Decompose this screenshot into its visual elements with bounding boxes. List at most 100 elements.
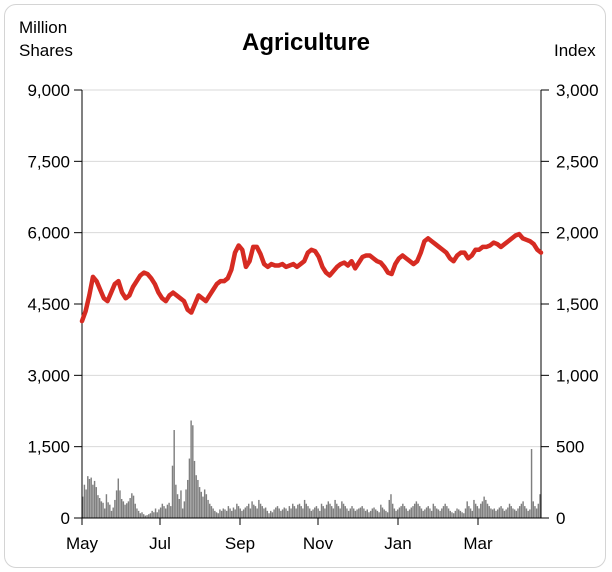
volume-bar <box>84 485 85 518</box>
volume-bar <box>201 492 202 518</box>
volume-bar <box>262 506 263 518</box>
right-tick-label: 2,500 <box>556 152 599 171</box>
left-tick-label: 7,500 <box>27 152 70 171</box>
volume-bar <box>180 490 181 518</box>
volume-bar <box>455 511 456 518</box>
volume-bar <box>534 506 535 518</box>
volume-bar <box>258 500 259 518</box>
volume-bar <box>338 506 339 518</box>
volume-bar <box>256 508 257 518</box>
volume-bar <box>295 508 296 518</box>
volume-bar <box>406 508 407 518</box>
volume-bar <box>133 496 134 518</box>
index-line <box>82 234 541 321</box>
volume-bar <box>351 506 352 518</box>
volume-bar <box>470 508 471 518</box>
volume-bar <box>128 501 129 518</box>
volume-bar <box>529 509 530 518</box>
volume-bar <box>341 501 342 518</box>
volume-bar <box>157 512 158 518</box>
volume-bar <box>102 503 103 518</box>
volume-bar <box>443 506 444 518</box>
volume-bar <box>507 508 508 518</box>
volume-bar <box>138 511 139 518</box>
volume-bar <box>485 500 486 518</box>
x-tick-label: Sep <box>225 534 255 553</box>
volume-bar <box>124 505 125 518</box>
volume-bar <box>521 504 522 518</box>
volume-bar <box>229 508 230 518</box>
volume-bar <box>226 511 227 518</box>
volume-bar <box>473 500 474 518</box>
x-tick-label: Jul <box>149 534 171 553</box>
volume-bar <box>333 508 334 518</box>
volume-bar <box>165 508 166 518</box>
volume-bar <box>358 508 359 518</box>
volume-bar <box>273 509 274 518</box>
volume-bar <box>512 508 513 518</box>
volume-bar <box>285 508 286 518</box>
volume-bar <box>314 508 315 518</box>
volume-bar <box>387 512 388 518</box>
volume-bar <box>373 508 374 518</box>
volume-bar <box>538 504 539 518</box>
left-tick-label: 1,500 <box>27 438 70 457</box>
volume-bar <box>414 504 415 518</box>
volume-bar <box>422 511 423 518</box>
volume-bar <box>312 509 313 518</box>
volume-bar <box>294 506 295 518</box>
volume-bar <box>94 481 95 518</box>
volume-bar <box>131 493 132 518</box>
volume-bar <box>456 508 457 518</box>
volume-bar <box>304 500 305 518</box>
volume-bar <box>409 509 410 518</box>
volume-bar <box>143 514 144 518</box>
volume-bar <box>151 511 152 518</box>
volume-bar <box>311 511 312 518</box>
volume-bar <box>140 513 141 518</box>
volume-bar <box>497 509 498 518</box>
volume-bar <box>209 504 210 518</box>
volume-bar <box>395 511 396 518</box>
volume-bar <box>446 506 447 518</box>
volume-bar <box>526 508 527 518</box>
volume-bar <box>297 505 298 518</box>
volume-bar <box>397 509 398 518</box>
volume-bar <box>275 508 276 518</box>
volume-bar <box>194 461 195 518</box>
volume-bar <box>450 511 451 518</box>
left-tick-label: 3,000 <box>27 366 70 385</box>
right-tick-label: 500 <box>556 438 584 457</box>
volume-bar <box>416 501 417 518</box>
right-tick-label: 1,000 <box>556 366 599 385</box>
volume-bar <box>429 508 430 518</box>
volume-bar <box>356 509 357 518</box>
volume-bar <box>160 508 161 518</box>
volume-bar <box>533 501 534 518</box>
right-tick-label: 2,000 <box>556 224 599 243</box>
x-ticks: May Jul Sep Nov Jan Mar <box>66 518 493 553</box>
volume-bar <box>316 506 317 518</box>
volume-bar <box>302 508 303 518</box>
volume-bar <box>404 506 405 518</box>
volume-bar <box>234 509 235 518</box>
volume-bar <box>434 506 435 518</box>
volume-bar <box>101 501 102 518</box>
volume-bar <box>280 511 281 518</box>
volume-bar <box>231 511 232 518</box>
volume-bar <box>488 506 489 518</box>
volume-bar <box>451 512 452 518</box>
volume-bar <box>477 506 478 518</box>
volume-bar <box>505 509 506 518</box>
volume-bar <box>336 504 337 518</box>
volume-bar <box>272 512 273 518</box>
volume-bar <box>99 498 100 518</box>
volume-bar <box>206 494 207 518</box>
volume-bar <box>368 512 369 518</box>
volume-bar <box>243 509 244 518</box>
volume-bar <box>190 421 191 518</box>
volume-bar <box>504 511 505 518</box>
volume-bar <box>153 512 154 518</box>
volume-bar <box>531 449 532 518</box>
volume-bar <box>168 503 169 518</box>
